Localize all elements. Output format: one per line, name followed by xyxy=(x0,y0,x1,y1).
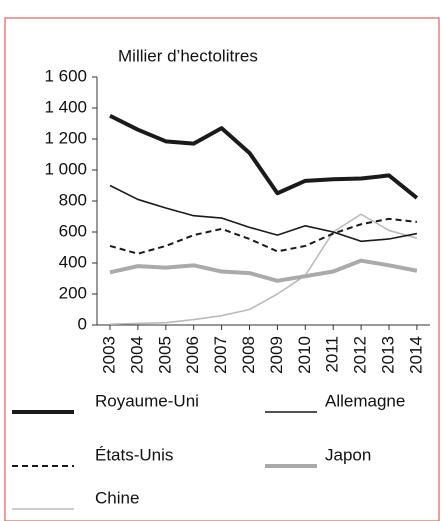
frame xyxy=(4,17,440,521)
series-line xyxy=(109,217,418,255)
y-tick-label: 1 200 xyxy=(44,128,87,147)
x-tick-label: 2004 xyxy=(127,336,146,374)
y-tick-label: 1 000 xyxy=(44,159,87,178)
y-axis-label: Millier d’hectolitres xyxy=(118,46,258,65)
series-line xyxy=(109,213,418,326)
legend-label: Chine xyxy=(95,488,139,507)
y-tick-label: 0 xyxy=(78,314,87,333)
y-tick-label: 1 600 xyxy=(44,66,87,85)
series-line xyxy=(109,113,419,200)
y-tick-label: 800 xyxy=(59,190,87,209)
legend-label: États-Unis xyxy=(95,445,173,464)
x-tick-label: 2014 xyxy=(406,336,425,374)
y-tick-label: 1 400 xyxy=(44,97,87,116)
series-line xyxy=(109,184,418,243)
y-tick-label: 400 xyxy=(59,252,87,271)
x-tick-label: 2013 xyxy=(378,336,397,374)
x-tick-label: 2010 xyxy=(295,336,314,374)
x-tick-label: 2006 xyxy=(183,336,202,374)
x-tick-label: 2009 xyxy=(267,336,286,374)
legend-label: Japon xyxy=(325,445,371,464)
x-tick-label: 2008 xyxy=(239,336,258,374)
x-tick-label: 2003 xyxy=(99,336,118,374)
x-tick-label: 2005 xyxy=(155,336,174,374)
x-tick-label: 2011 xyxy=(323,336,342,373)
y-tick-label: 200 xyxy=(59,283,87,302)
x-tick-label: 2012 xyxy=(351,336,370,374)
y-tick-label: 600 xyxy=(59,221,87,240)
x-tick-label: 2007 xyxy=(211,336,230,374)
legend-label: Allemagne xyxy=(325,391,405,410)
series-line xyxy=(109,258,418,283)
legend-label: Royaume-Uni xyxy=(95,391,199,410)
